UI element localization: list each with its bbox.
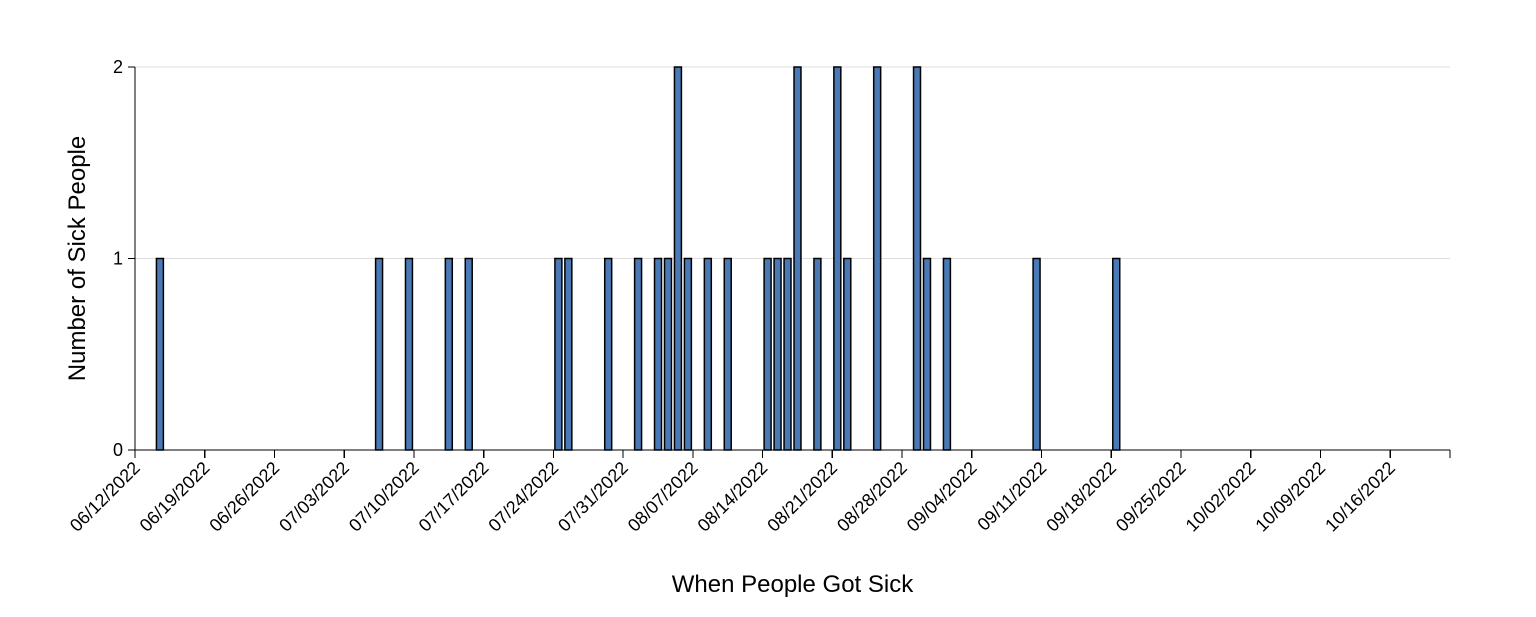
bar <box>703 257 713 451</box>
x-tick-label: 09/18/2022 <box>1042 458 1120 536</box>
y-tick-label: 1 <box>113 249 123 269</box>
bar <box>843 257 852 451</box>
bar <box>793 66 802 451</box>
bar <box>723 257 732 451</box>
bar <box>813 257 822 451</box>
y-axis-title: Number of Sick People <box>64 136 91 381</box>
bar <box>763 257 772 451</box>
bar <box>872 66 882 451</box>
x-tick-label: 06/12/2022 <box>66 458 144 536</box>
bar <box>683 257 693 451</box>
x-tick-label: 07/24/2022 <box>484 458 562 536</box>
x-tick-label: 07/31/2022 <box>554 458 632 536</box>
x-tick-label: 07/03/2022 <box>275 458 353 536</box>
x-tick-label: 09/25/2022 <box>1112 458 1190 536</box>
bar <box>155 257 165 451</box>
bar <box>773 257 782 451</box>
x-tick-label: 09/04/2022 <box>903 458 981 536</box>
x-tick-label: 07/17/2022 <box>415 458 493 536</box>
bar <box>564 257 573 451</box>
x-tick-label: 10/02/2022 <box>1182 458 1260 536</box>
bar <box>404 257 414 451</box>
y-tick-label: 0 <box>113 440 123 460</box>
x-tick-label: 08/14/2022 <box>694 458 772 536</box>
x-tick-label: 08/21/2022 <box>763 458 841 536</box>
bar <box>1112 257 1121 451</box>
bars <box>155 66 1121 451</box>
x-tick-label: 10/09/2022 <box>1251 458 1329 536</box>
bar <box>374 257 384 451</box>
bar <box>1032 257 1041 451</box>
x-tick-label: 08/28/2022 <box>833 458 911 536</box>
bar <box>464 257 473 451</box>
x-axis-title: When People Got Sick <box>672 571 914 598</box>
y-axis-ticks: 0 1 2 <box>113 57 135 460</box>
bar <box>633 257 643 451</box>
y-tick-label: 2 <box>113 57 123 77</box>
x-axis-ticks: 06/12/202206/19/202206/26/202207/03/2022… <box>66 450 1451 536</box>
x-tick-label: 06/26/2022 <box>205 458 283 536</box>
bar <box>603 257 613 451</box>
x-tick-label: 07/10/2022 <box>345 458 423 536</box>
bar <box>663 257 673 451</box>
bar <box>833 66 842 451</box>
x-tick-label: 09/11/2022 <box>973 458 1050 535</box>
bar <box>673 66 683 451</box>
bar <box>942 257 952 451</box>
bar <box>554 257 563 451</box>
gridlines <box>135 66 1450 259</box>
x-tick-label: 10/16/2022 <box>1321 458 1399 536</box>
x-tick-label: 06/19/2022 <box>136 458 214 536</box>
bar <box>912 66 922 451</box>
bar <box>653 257 663 451</box>
bar <box>922 257 932 451</box>
bar <box>444 257 454 451</box>
bar <box>783 257 792 451</box>
x-tick-label: 08/07/2022 <box>624 458 702 536</box>
